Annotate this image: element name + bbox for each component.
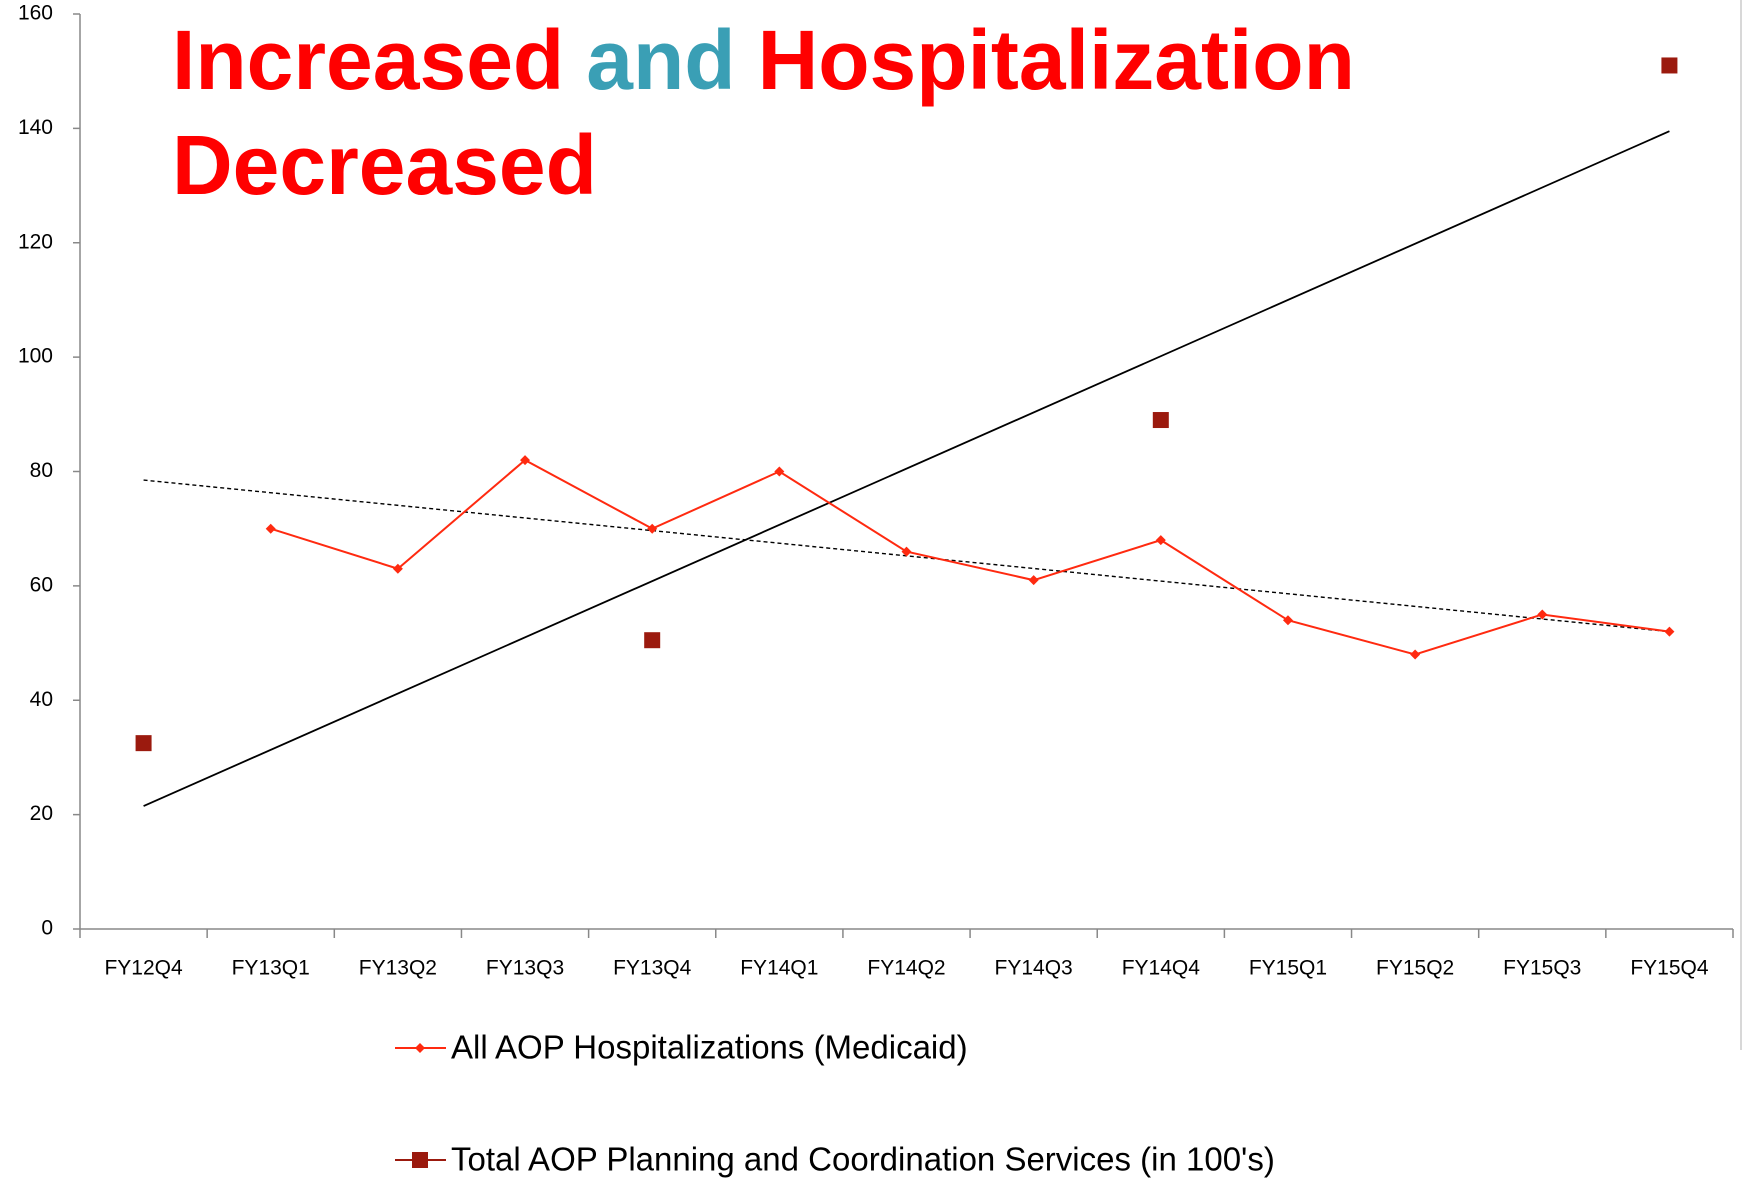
point — [774, 466, 785, 477]
title-part: Decreased — [172, 118, 597, 212]
x-tick-label: FY14Q4 — [1122, 957, 1201, 980]
point — [901, 546, 912, 557]
y-tick-label: 160 — [18, 2, 53, 25]
y-tick-label: 80 — [30, 459, 53, 482]
point — [1537, 609, 1548, 620]
point — [1661, 57, 1678, 74]
legend-label: Total AOP Planning and Coordination Serv… — [451, 1141, 1275, 1178]
x-tick-label: FY14Q3 — [995, 957, 1073, 980]
y-tick-label: 140 — [18, 116, 53, 139]
title-part: and — [586, 13, 735, 107]
point — [644, 632, 661, 649]
series-line — [270, 458, 1670, 656]
point — [1410, 649, 1421, 660]
trend-line — [143, 130, 1670, 807]
y-tick-label: 40 — [30, 688, 53, 711]
x-tick-label: FY13Q4 — [613, 957, 692, 980]
x-tick-label: FY12Q4 — [104, 957, 183, 980]
y-tick-label: 120 — [18, 230, 53, 253]
point — [647, 523, 658, 534]
x-tick-label: FY15Q4 — [1630, 957, 1709, 980]
point — [135, 735, 152, 752]
point — [1155, 535, 1166, 546]
point — [1028, 575, 1039, 586]
point — [265, 523, 276, 534]
point — [392, 563, 403, 574]
point — [1664, 626, 1675, 637]
x-tick-label: FY15Q2 — [1376, 957, 1454, 980]
title-part: Hospitalization — [758, 13, 1355, 107]
y-tick-label: 100 — [18, 345, 53, 368]
x-tick-label: FY13Q1 — [232, 957, 310, 980]
x-tick-label: FY13Q3 — [486, 957, 564, 980]
point — [520, 455, 531, 466]
x-tick-label: FY13Q2 — [359, 957, 437, 980]
x-tick-label: FY15Q1 — [1249, 957, 1327, 980]
x-tick-label: FY14Q1 — [740, 957, 818, 980]
point — [1282, 615, 1293, 626]
x-tick-label: FY14Q2 — [867, 957, 945, 980]
y-tick-label: 60 — [30, 573, 53, 596]
y-tick-label: 0 — [41, 917, 53, 940]
point — [412, 1152, 428, 1168]
point — [415, 1043, 425, 1053]
point — [1152, 412, 1169, 429]
legend-label: All AOP Hospitalizations (Medicaid) — [451, 1029, 968, 1066]
y-tick-label: 20 — [30, 802, 53, 825]
title-part: Increased — [172, 13, 564, 107]
x-tick-label: FY15Q3 — [1503, 957, 1581, 980]
chart-title: Decreased — [172, 118, 597, 212]
chart-title: Increased and Hospitalization — [172, 13, 1355, 107]
